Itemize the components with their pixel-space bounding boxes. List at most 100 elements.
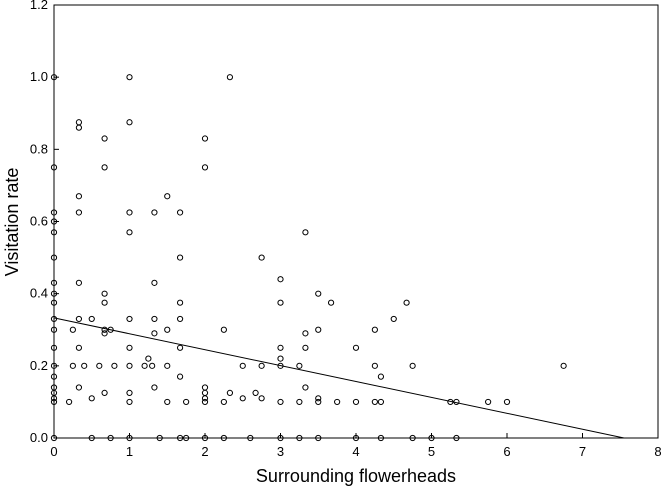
- data-point: [428, 434, 435, 442]
- data-point: [176, 434, 184, 442]
- trend-line: [53, 317, 625, 439]
- data-point: [50, 164, 58, 171]
- data-point: [296, 362, 303, 369]
- y-tick-label: 1.2: [30, 0, 48, 12]
- data-point: [239, 362, 246, 369]
- data-point: [126, 398, 133, 406]
- y-axis-label: Visitation rate: [2, 168, 22, 277]
- plot-frame: [53, 4, 659, 439]
- data-point: [88, 434, 95, 442]
- data-point: [277, 276, 284, 283]
- data-point: [151, 279, 158, 286]
- data-point: [176, 315, 184, 323]
- data-point: [327, 299, 335, 306]
- data-point: [183, 398, 190, 406]
- data-point: [50, 209, 58, 216]
- data-point: [164, 398, 171, 406]
- x-tick-label: 0: [50, 444, 57, 459]
- data-point: [101, 290, 108, 297]
- data-point: [239, 395, 246, 402]
- data-point: [88, 315, 95, 323]
- data-point: [50, 315, 58, 323]
- data-point: [164, 362, 171, 369]
- data-point: [201, 398, 209, 406]
- data-point: [485, 398, 492, 406]
- tick-group: 0 1 2 3 4 5 6 7 8 0.0 0.2 0.4 0.6 0.8 1.0 1.2: [30, 0, 661, 459]
- data-point: [126, 344, 133, 351]
- data-point: [453, 434, 460, 442]
- data-point: [50, 398, 58, 406]
- x-tick-label: 3: [277, 444, 284, 459]
- data-point: [226, 389, 234, 396]
- data-point: [126, 119, 133, 126]
- data-point: [50, 290, 58, 297]
- data-point: [390, 315, 397, 323]
- data-point: [101, 389, 108, 396]
- data-point: [352, 434, 360, 442]
- data-point: [101, 135, 108, 142]
- data-point: [296, 434, 303, 442]
- data-point: [151, 209, 158, 216]
- data-point: [50, 373, 58, 380]
- data-point: [277, 299, 284, 306]
- y-tick-label: 0.2: [30, 358, 48, 373]
- data-point: [403, 299, 410, 306]
- data-point: [296, 398, 303, 406]
- x-tick-label: 6: [503, 444, 510, 459]
- data-point: [75, 384, 83, 391]
- data-point: [141, 362, 148, 369]
- data-point: [149, 362, 156, 369]
- y-tick-label: 0.6: [30, 214, 48, 229]
- data-point: [50, 254, 58, 261]
- x-tick-label: 1: [126, 444, 133, 459]
- data-point: [277, 398, 284, 406]
- data-point: [101, 326, 108, 333]
- x-tick-label: 2: [201, 444, 208, 459]
- data-point: [302, 384, 309, 391]
- data-point: [164, 193, 171, 200]
- data-point: [252, 389, 259, 396]
- data-point: [145, 355, 152, 362]
- data-point: [81, 362, 88, 369]
- data-point: [75, 119, 83, 126]
- x-tick-label: 7: [579, 444, 586, 459]
- data-point: [201, 389, 209, 396]
- data-point: [277, 355, 284, 362]
- data-point: [126, 74, 133, 81]
- data-point: [50, 344, 58, 351]
- data-point: [352, 344, 360, 351]
- data-point: [126, 362, 133, 369]
- data-point: [69, 362, 76, 369]
- data-point: [302, 344, 309, 351]
- data-point: [409, 362, 416, 369]
- data-point: [315, 398, 322, 406]
- y-tick-label: 0.0: [30, 430, 48, 445]
- data-point: [107, 326, 114, 333]
- data-point: [377, 434, 385, 442]
- data-point: [409, 434, 416, 442]
- data-point: [315, 434, 322, 442]
- data-point: [377, 373, 385, 380]
- data-point: [258, 362, 265, 369]
- data-point: [201, 384, 209, 391]
- data-point: [201, 135, 209, 142]
- data-point: [176, 209, 184, 216]
- data-point: [69, 326, 76, 333]
- data-point: [151, 384, 158, 391]
- data-point: [503, 398, 511, 406]
- data-point: [126, 229, 133, 236]
- x-tick-label: 5: [428, 444, 435, 459]
- data-point: [101, 330, 108, 337]
- data-point: [201, 395, 209, 402]
- data-point: [315, 290, 322, 297]
- data-point: [75, 279, 83, 286]
- data-point: [302, 229, 309, 236]
- data-point: [50, 299, 58, 306]
- data-point: [126, 209, 133, 216]
- data-point: [156, 434, 163, 442]
- data-point: [151, 330, 158, 337]
- data-point: [50, 362, 58, 369]
- data-point: [220, 398, 227, 406]
- data-point: [560, 362, 567, 369]
- data-point: [201, 164, 209, 171]
